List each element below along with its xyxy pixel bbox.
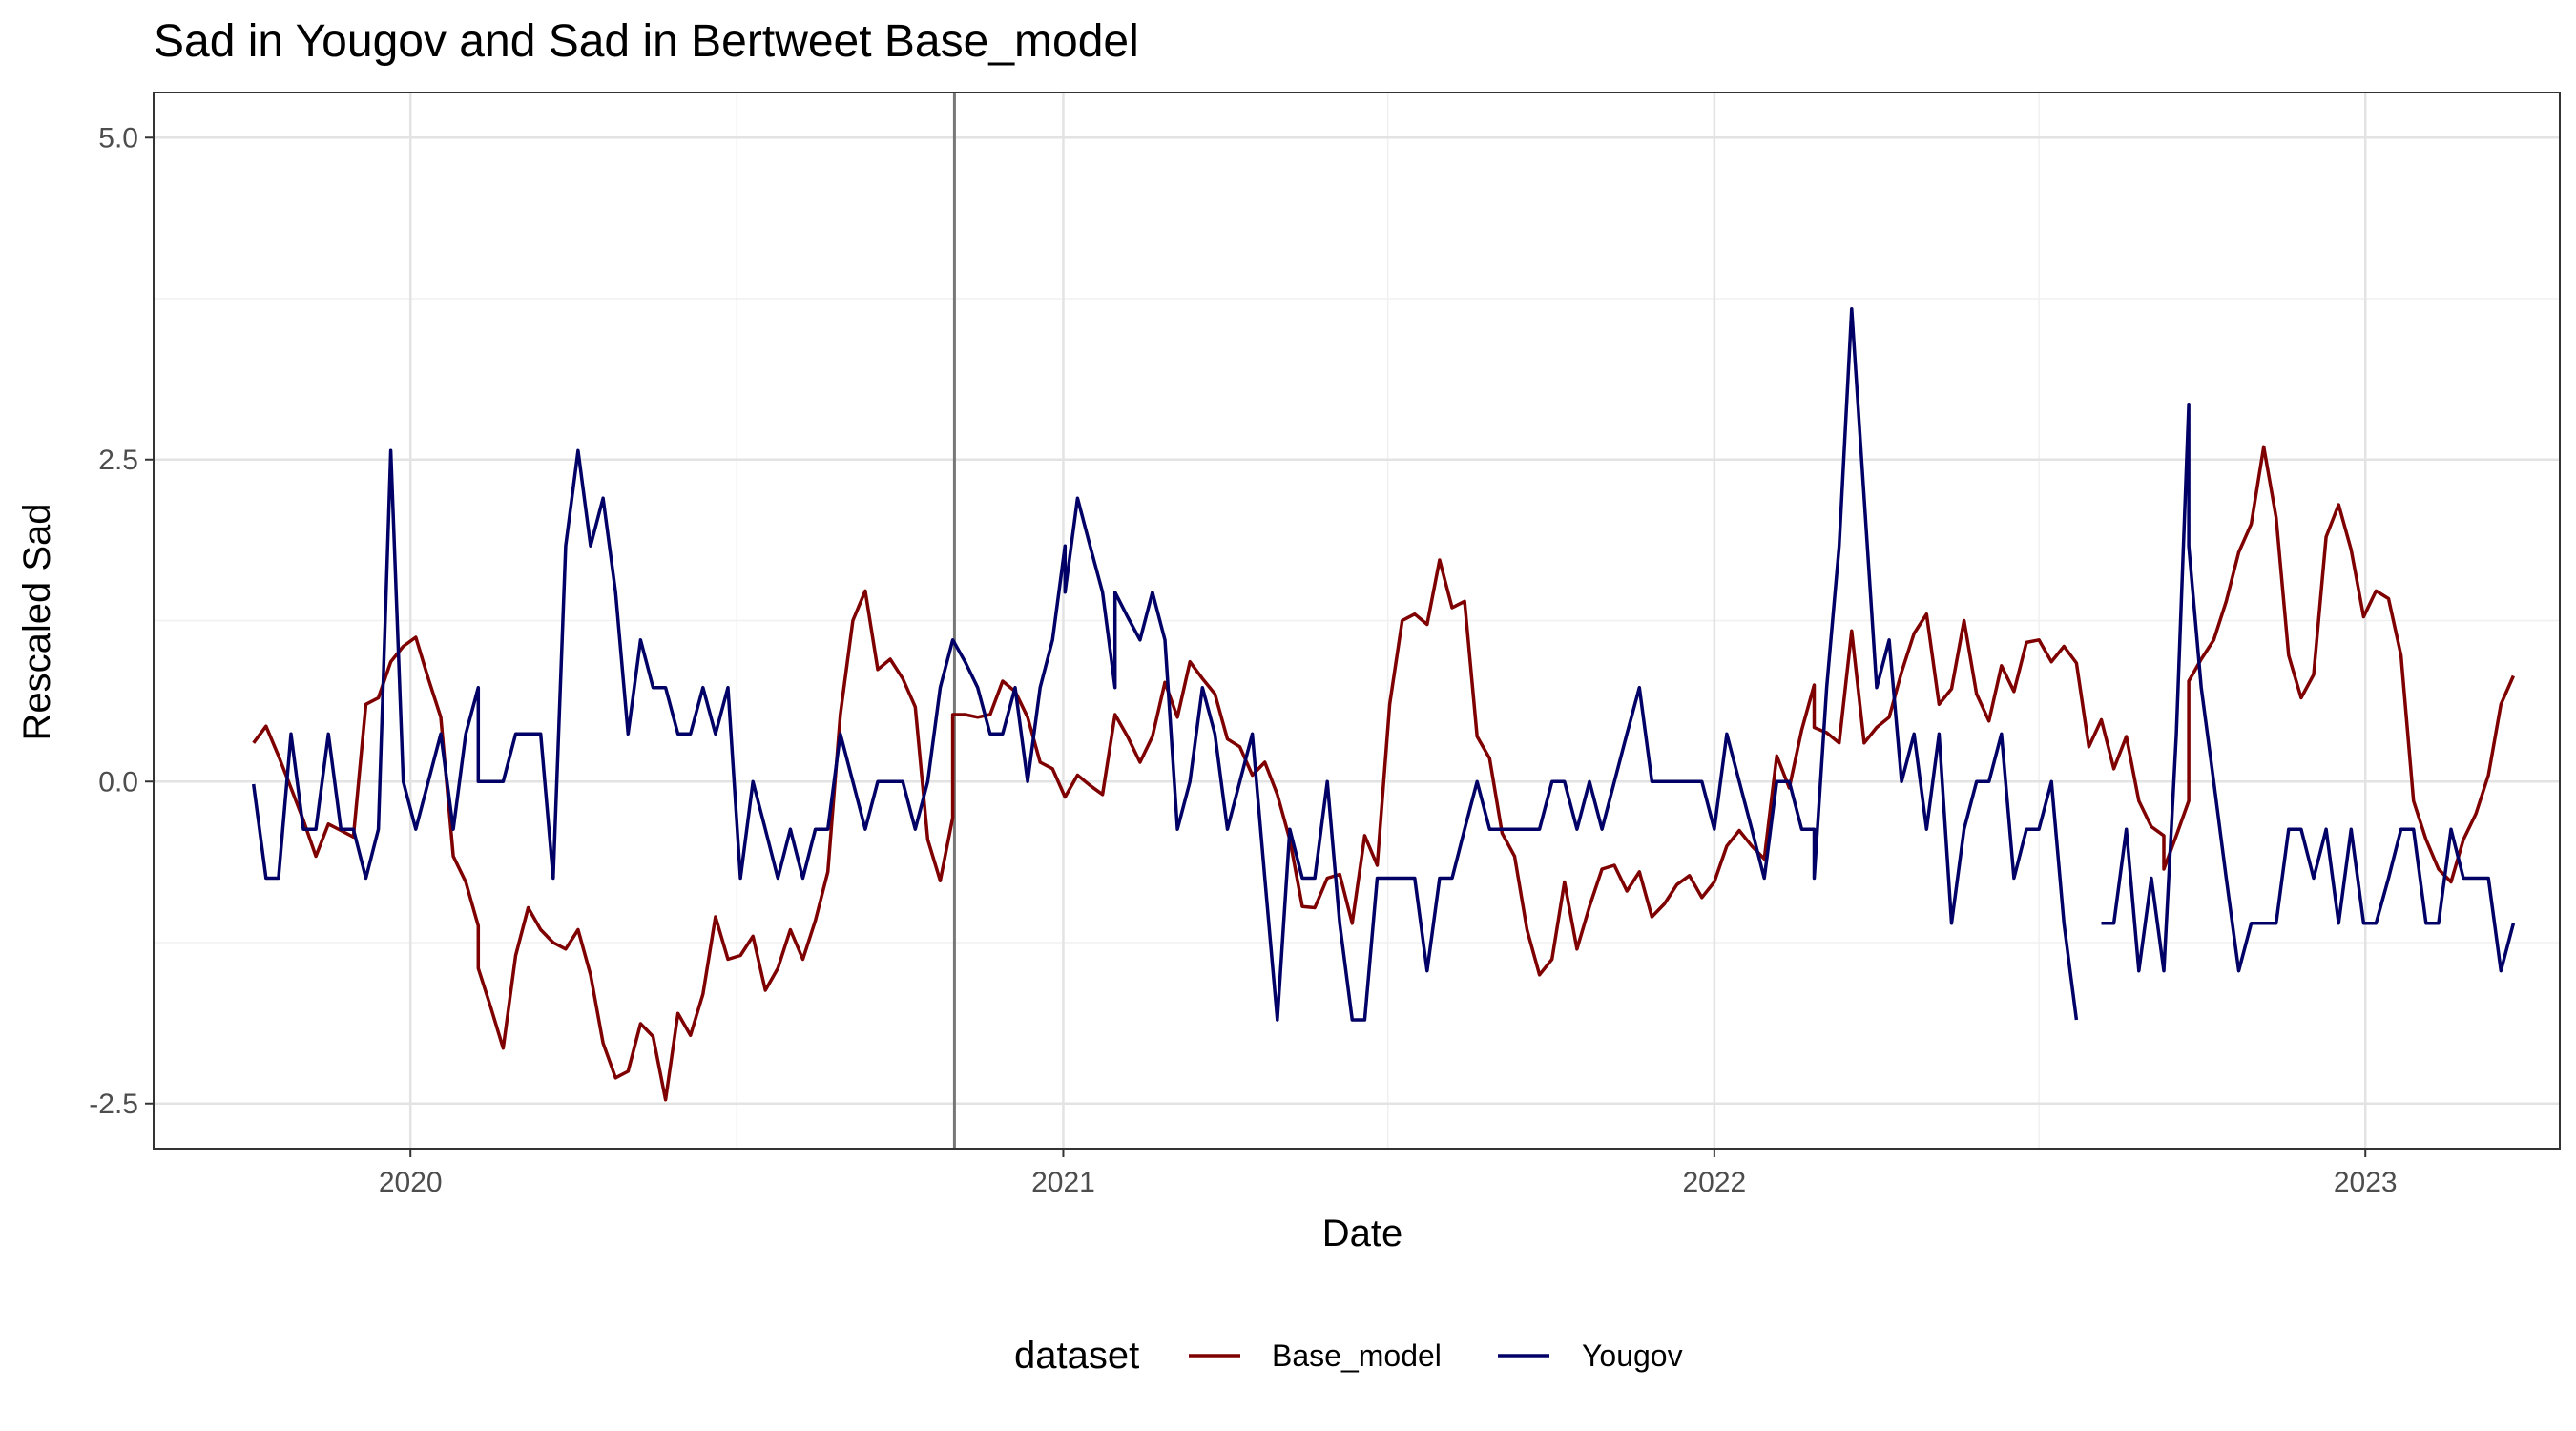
chart-title: Sad in Yougov and Sad in Bertweet Base_m… bbox=[154, 16, 1139, 67]
y-tick-label: -2.5 bbox=[89, 1089, 138, 1120]
y-tick-label: 0.0 bbox=[98, 766, 138, 798]
x-tick-label: 2021 bbox=[1031, 1167, 1095, 1198]
series-layer bbox=[251, 307, 2516, 1102]
series-line-base-model bbox=[252, 445, 2516, 1102]
series-line-yougov bbox=[251, 307, 2516, 1022]
x-axis: 2020 2021 2022 2023 bbox=[379, 1149, 2398, 1198]
grid-major bbox=[154, 93, 2560, 1149]
x-tick-label: 2022 bbox=[1682, 1167, 1746, 1198]
y-axis-title: Rescaled Sad bbox=[16, 503, 58, 740]
legend-title: dataset bbox=[1014, 1335, 1139, 1377]
y-tick-label: 2.5 bbox=[98, 445, 138, 476]
x-tick-label: 2020 bbox=[379, 1167, 443, 1198]
legend: dataset Base_model Yougov bbox=[1014, 1335, 1683, 1377]
y-axis: -2.5 0.0 2.5 5.0 bbox=[89, 122, 154, 1120]
legend-label-base-model: Base_model bbox=[1272, 1338, 1442, 1373]
legend-label-yougov: Yougov bbox=[1582, 1338, 1683, 1373]
x-axis-title: Date bbox=[1322, 1213, 1403, 1255]
grid-minor bbox=[154, 93, 2560, 1149]
x-tick-label: 2023 bbox=[2334, 1167, 2398, 1198]
panel-border bbox=[153, 92, 2561, 1150]
y-tick-label: 5.0 bbox=[98, 122, 138, 154]
